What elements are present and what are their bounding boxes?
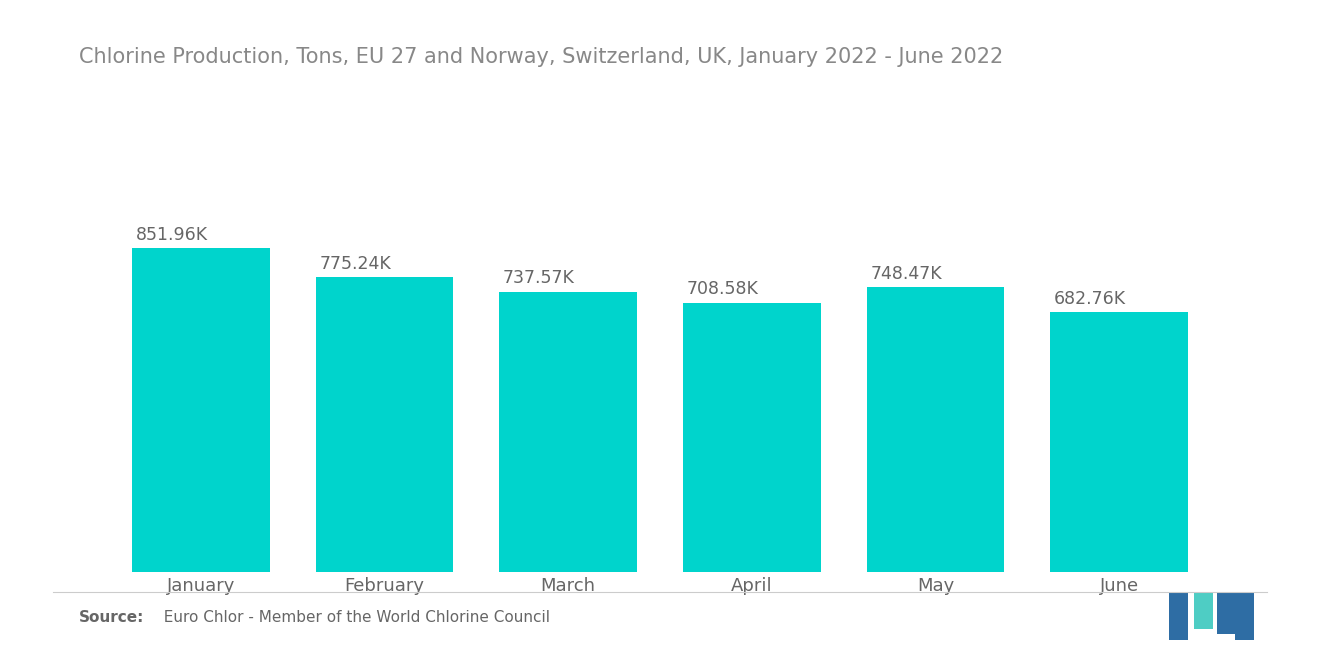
Text: Chlorine Production, Tons, EU 27 and Norway, Switzerland, UK, January 2022 - Jun: Chlorine Production, Tons, EU 27 and Nor… xyxy=(79,47,1003,66)
Bar xyxy=(1217,592,1236,634)
Bar xyxy=(1051,313,1188,572)
Text: Euro Chlor - Member of the World Chlorine Council: Euro Chlor - Member of the World Chlorin… xyxy=(154,610,550,625)
Text: 775.24K: 775.24K xyxy=(319,255,391,273)
Bar xyxy=(867,287,1005,572)
Text: 737.57K: 737.57K xyxy=(503,269,574,287)
Bar xyxy=(1193,592,1213,628)
Bar xyxy=(315,277,453,572)
Bar xyxy=(682,303,821,572)
Text: Source:: Source: xyxy=(79,610,145,625)
Text: 708.58K: 708.58K xyxy=(686,280,759,298)
Text: 682.76K: 682.76K xyxy=(1053,290,1126,308)
Bar xyxy=(499,292,638,572)
Bar xyxy=(1234,592,1254,640)
Text: 851.96K: 851.96K xyxy=(136,225,207,243)
Bar xyxy=(1170,592,1188,640)
Text: 748.47K: 748.47K xyxy=(870,265,942,283)
Bar xyxy=(132,248,269,572)
